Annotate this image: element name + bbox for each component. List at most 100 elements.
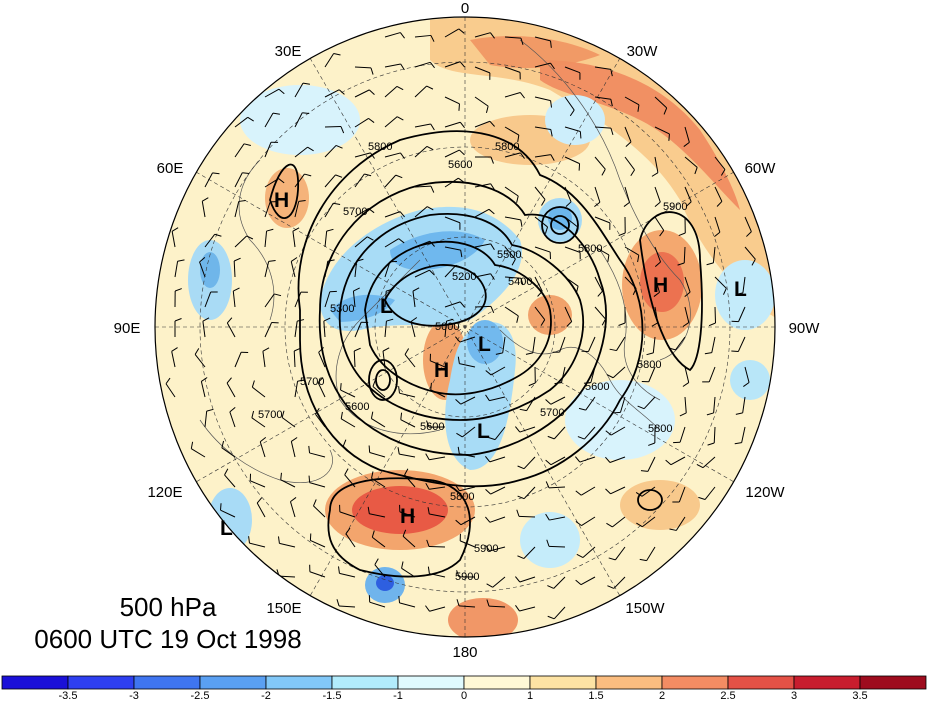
wind-barb	[294, 291, 302, 308]
wind-barb	[374, 564, 386, 578]
wind-barb-feather	[457, 356, 460, 364]
contour-label: 5500	[497, 249, 521, 261]
wind-barb-feather	[486, 583, 493, 588]
wind-barb-feather	[400, 63, 405, 71]
wind-barb-feather	[528, 382, 536, 387]
wind-barb-feather	[720, 169, 726, 176]
wind-barb-feather	[605, 456, 611, 463]
wind-barb	[414, 240, 431, 248]
wind-barb-feather	[608, 557, 616, 561]
wind-barb	[399, 392, 416, 398]
wind-barb-feather	[340, 383, 342, 391]
wind-barb	[371, 477, 386, 488]
wind-barb-feather	[520, 219, 523, 227]
wind-barb	[444, 321, 448, 338]
wind-barb-feather	[576, 553, 584, 558]
wind-barb	[459, 486, 476, 492]
wind-barb-feather	[426, 145, 434, 151]
colorbar-tick-label: -3	[129, 690, 139, 702]
wind-barb-feather	[606, 522, 613, 528]
wind-barb-feather	[455, 399, 462, 405]
wind-barb	[643, 396, 656, 410]
wind-barb-feather	[368, 445, 371, 453]
wind-barb	[580, 576, 596, 586]
wind-barb	[318, 352, 326, 368]
wind-barb-feather	[517, 465, 525, 470]
wind-barb	[234, 235, 247, 248]
wind-barb	[624, 246, 640, 256]
wind-barb-feather	[541, 199, 546, 206]
wind-barb	[678, 486, 686, 503]
wind-barb-feather	[298, 200, 306, 202]
wind-barb	[675, 336, 686, 351]
wind-barb	[711, 336, 716, 353]
wind-barb	[204, 411, 208, 428]
wind-barb	[384, 152, 401, 158]
contour-label: 5000	[435, 321, 459, 333]
wind-barb	[714, 216, 721, 233]
wind-barb-feather	[410, 317, 418, 322]
wind-barb	[372, 386, 386, 398]
wind-barb-feather	[488, 437, 496, 441]
wind-barb-feather	[714, 231, 721, 237]
wind-barb	[459, 605, 476, 608]
colorbar-tick-label: 2.5	[720, 690, 735, 702]
wind-barb-feather	[430, 382, 432, 390]
wind-barb	[489, 516, 506, 523]
wind-barb-feather	[297, 319, 305, 322]
wind-barb-feather	[490, 156, 494, 164]
wind-barb-feather	[456, 599, 460, 607]
wind-barb	[587, 336, 596, 352]
contour-label: 5300	[330, 303, 354, 315]
wind-barb	[430, 360, 446, 368]
wind-barb	[460, 396, 476, 405]
wind-barb	[684, 126, 690, 143]
wind-barb	[317, 382, 326, 398]
wind-barb	[191, 448, 206, 458]
wind-barb	[518, 515, 536, 518]
wind-barb	[523, 546, 536, 559]
contour-label: 5700	[540, 407, 564, 419]
wind-barb-feather	[684, 291, 691, 297]
wind-barb	[702, 456, 716, 469]
wind-barb-feather	[278, 88, 285, 95]
wind-barb-feather	[262, 347, 270, 352]
wind-barb-feather	[370, 152, 375, 159]
colorbar-swatch	[793, 675, 861, 690]
wind-barb	[264, 293, 275, 308]
wind-barb	[171, 351, 176, 368]
wind-barb	[251, 417, 266, 428]
wind-barb-feather	[677, 262, 685, 266]
wind-barb-feather	[291, 437, 298, 442]
wind-barb-feather	[707, 442, 715, 446]
wind-barb-feather	[665, 459, 672, 466]
wind-barb	[354, 117, 369, 128]
high-center: H	[434, 359, 449, 382]
wind-barb-feather	[427, 566, 430, 574]
wind-barb-feather	[490, 306, 495, 314]
wind-barb	[174, 261, 179, 278]
wind-barb	[534, 126, 551, 131]
wind-barb-feather	[308, 445, 311, 453]
wind-barb-feather	[517, 555, 525, 559]
wind-barb	[324, 291, 331, 308]
wind-barb	[713, 426, 716, 444]
wind-barb-feather	[565, 201, 572, 207]
wind-barb-feather	[338, 566, 340, 574]
wind-barb	[582, 546, 596, 558]
wind-barb-feather	[426, 539, 430, 547]
wind-barb	[594, 156, 606, 170]
wind-barb-feather	[313, 499, 317, 507]
contour-label: 5800	[368, 141, 392, 153]
wind-barb-feather	[554, 382, 562, 385]
wind-barb-feather	[625, 141, 632, 147]
wind-barb	[414, 34, 431, 38]
wind-barb	[384, 211, 401, 218]
wind-barb-feather	[566, 321, 573, 327]
wind-barb	[564, 186, 572, 202]
wind-barb-feather	[485, 544, 490, 552]
low-center: L	[734, 278, 747, 301]
wind-barb	[309, 571, 326, 578]
wind-barb-feather	[327, 259, 335, 262]
wind-barb	[264, 88, 280, 98]
